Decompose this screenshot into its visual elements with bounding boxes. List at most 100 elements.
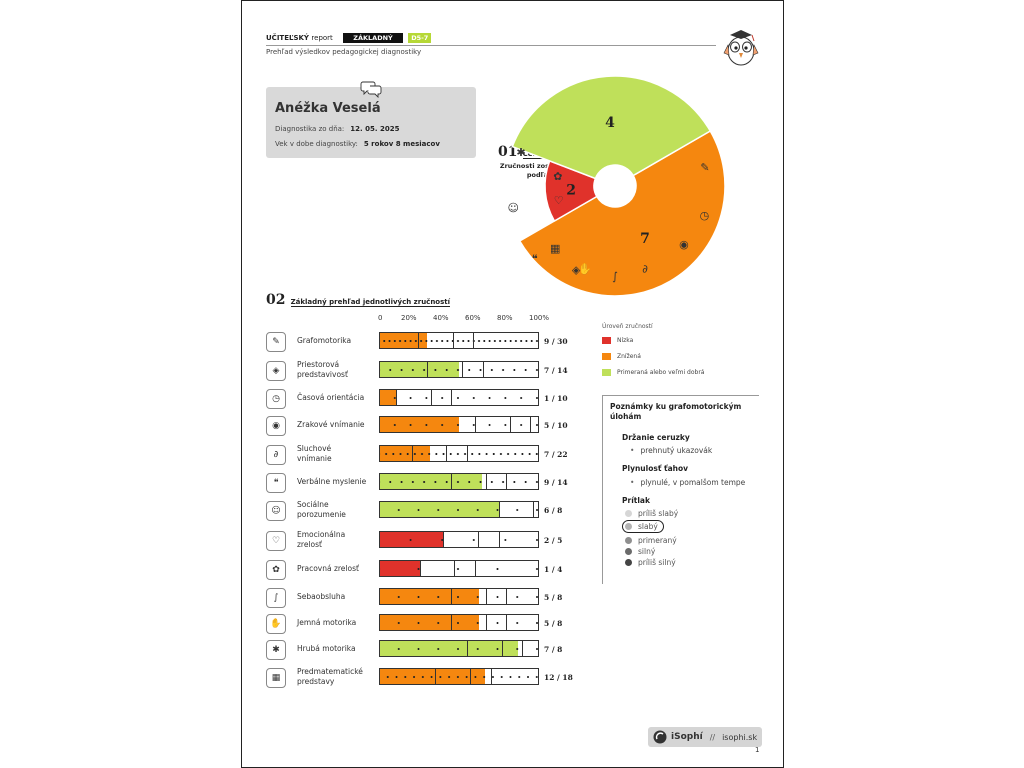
- pie-slice-count: 4: [605, 115, 615, 131]
- pressure-option: príliš slabý: [625, 509, 678, 518]
- pie-slice-adequate: [511, 75, 712, 180]
- skill-bar-points: [380, 453, 538, 455]
- skill-bar-points: [380, 509, 538, 511]
- head-heart-icon: ♡: [266, 531, 286, 551]
- skill-bar-threshold: [451, 615, 453, 630]
- notes-title: Poznámky ku grafomotorickým úlohám: [610, 402, 742, 421]
- skill-score: 7 / 22: [544, 449, 568, 459]
- scale-tick-label: 100%: [529, 314, 550, 322]
- eye-icon: ◉: [266, 416, 286, 436]
- bee-icon: ✿: [553, 170, 562, 183]
- scale-tick-label: 20%: [401, 314, 417, 322]
- skill-bar-threshold: [490, 669, 492, 684]
- skill-score: 5 / 10: [544, 420, 568, 430]
- pencil-icon: ✎: [266, 332, 286, 352]
- faces-icon: ☺: [266, 501, 286, 521]
- hand-icon: ✋: [266, 614, 286, 634]
- skill-bar-threshold: [485, 474, 487, 489]
- pressure-option-selected: slabý: [622, 520, 664, 533]
- brush-icon: ∫: [266, 588, 286, 608]
- skill-bar-threshold: [506, 589, 508, 604]
- child-name: Anéžka Veselá: [275, 101, 381, 116]
- clock-icon: ◷: [266, 389, 286, 409]
- skill-label: Priestorová predstavivosť: [297, 360, 348, 379]
- hand-icon: ✋: [578, 263, 592, 276]
- report-title: UČITEĽSKÝ report ZÁKLADNÝ D5-7: [266, 33, 432, 43]
- head-heart-icon: ♡: [554, 194, 564, 207]
- brush-icon: ∫: [612, 270, 618, 283]
- skill-bar-threshold: [522, 641, 524, 656]
- isophi-logo-icon: [653, 730, 667, 744]
- pie-slice-count: 7: [640, 231, 650, 247]
- skill-bar-threshold: [485, 615, 487, 630]
- skill-row: ∂ Sluchové vnímanie 7 / 22: [266, 443, 576, 465]
- skill-bar: [379, 614, 539, 631]
- skill-label: Emocionálna zrelosť: [297, 530, 346, 549]
- skill-bar-threshold: [477, 532, 479, 547]
- ear-icon: ∂: [266, 445, 286, 465]
- skill-bar-points: [380, 676, 538, 678]
- skill-row: ◷ Časová orientácia 1 / 10: [266, 387, 576, 409]
- skill-bar: [379, 531, 539, 548]
- skill-row: ✋ Jemná motorika 5 / 8: [266, 612, 576, 634]
- running-icon: ✱: [516, 146, 525, 159]
- pie-center-hole: [594, 165, 636, 207]
- skill-bar: [379, 361, 539, 378]
- cube-icon: ◈: [572, 263, 581, 276]
- flow-value: plynulé, v pomalšom tempe: [630, 478, 745, 487]
- legend-item-low: Nízka: [602, 337, 758, 344]
- skill-bar-threshold: [443, 532, 445, 547]
- skill-bar-threshold: [470, 669, 472, 684]
- skill-row: ♡ Emocionálna zrelosť 2 / 5: [266, 529, 576, 551]
- grip-value: prehnutý ukazovák: [630, 446, 712, 455]
- skill-bar-threshold: [451, 390, 453, 405]
- abacus-icon: ▦: [550, 242, 560, 255]
- pencil-icon: ✎: [700, 161, 709, 174]
- scale-tick-label: 0: [378, 314, 383, 322]
- level-legend: Úroveň zručností Nízka Znížená Primeraná…: [602, 323, 758, 385]
- skill-bar: [379, 473, 539, 490]
- child-info-card: Anéžka Veselá Diagnostika zo dňa: 12. 05.…: [266, 87, 476, 158]
- section-02-heading: 02 Základný prehľad jednotlivých zručnos…: [266, 292, 451, 308]
- clock-icon: ◷: [700, 209, 710, 222]
- skill-bar-threshold: [501, 641, 503, 656]
- skill-label: Predmatematické predstavy: [297, 667, 363, 686]
- skill-bar: [379, 445, 539, 462]
- skill-bar-points: [380, 568, 538, 570]
- skill-bar-threshold: [509, 417, 511, 432]
- skill-bar-threshold: [454, 561, 456, 576]
- skill-bar-threshold: [506, 474, 508, 489]
- skill-score: 1 / 10: [544, 393, 568, 403]
- skill-bar-threshold: [462, 362, 464, 377]
- skill-score: 7 / 8: [544, 644, 563, 654]
- skill-row: ◉ Zrakové vnímanie 5 / 10: [266, 414, 576, 436]
- skill-bar-threshold: [430, 390, 432, 405]
- legend-item-adequate: Primeraná alebo veľmi dobrá: [602, 369, 758, 376]
- scale-tick-label: 60%: [465, 314, 481, 322]
- scale-tick-label: 80%: [497, 314, 513, 322]
- skill-bar-threshold: [498, 532, 500, 547]
- skill-bar-threshold: [473, 333, 475, 348]
- skill-bar-points: [380, 622, 538, 624]
- skill-bar-points: [380, 369, 538, 371]
- speech-icon: ❝: [532, 252, 538, 265]
- skill-score: 6 / 8: [544, 505, 563, 515]
- skill-score: 5 / 8: [544, 618, 563, 628]
- pressure-option: primeraný: [625, 536, 677, 545]
- graphomotor-notes: Poznámky ku grafomotorickým úlohám Držan…: [602, 395, 759, 584]
- skill-bar-points: [380, 648, 538, 650]
- skill-score: 1 / 4: [544, 564, 563, 574]
- skill-bar-threshold: [451, 474, 453, 489]
- skill-row: ∫ Sebaobsluha 5 / 8: [266, 586, 576, 608]
- skill-label: Sluchové vnímanie: [297, 444, 332, 463]
- skill-bar-threshold: [498, 502, 500, 517]
- running-icon: ✱: [266, 640, 286, 660]
- skill-label: Zrakové vnímanie: [297, 420, 365, 429]
- skill-row: ✎ Grafomotorika 9 / 30: [266, 330, 576, 352]
- header-divider: [266, 45, 716, 46]
- skill-bar-threshold: [506, 615, 508, 630]
- flow-heading: Plynulosť ťahov: [622, 464, 689, 473]
- faces-icon: ☺: [508, 202, 519, 215]
- skill-score: 7 / 14: [544, 365, 568, 375]
- skill-bar-threshold: [435, 669, 437, 684]
